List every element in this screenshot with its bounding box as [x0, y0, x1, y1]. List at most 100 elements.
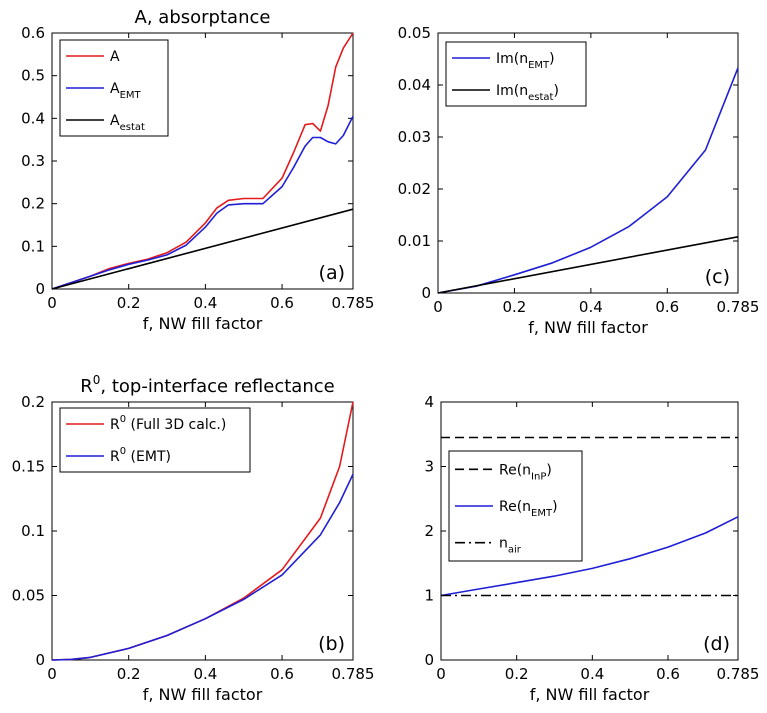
y-tick-label: 0.15: [12, 458, 45, 476]
x-tick-label: 0.4: [193, 294, 217, 312]
panel-label: (b): [318, 633, 345, 655]
y-tick-label: 0.2: [21, 195, 45, 213]
x-axis-label: f, NW fill factor: [143, 685, 263, 704]
x-tick-label: 0.6: [656, 665, 680, 683]
legend-label: AEMT: [110, 81, 142, 101]
legend-label: Re(nEMT): [499, 499, 558, 519]
x-tick-label: 0.2: [505, 665, 529, 683]
legend-label: nair: [499, 536, 522, 556]
x-tick-label: 0.785: [717, 665, 760, 683]
legend-label: Im(nEMT): [496, 51, 555, 71]
x-tick-label: 0: [47, 665, 57, 683]
x-axis-label: f, NW fill factor: [530, 685, 650, 704]
legend-label-tail: ): [552, 499, 557, 515]
y-tick-label: 0.1: [21, 522, 45, 540]
y-tick-label: 0: [35, 280, 45, 298]
series-line: [437, 67, 739, 294]
legend-label-sub: air: [508, 545, 522, 556]
x-tick-label: 0.4: [580, 665, 604, 683]
legend-label-sub: EMT: [528, 60, 550, 71]
y-tick-label: 0.5: [21, 67, 45, 85]
plot-area-frame: [437, 32, 739, 294]
x-tick-label: 0.2: [117, 294, 141, 312]
legend-label: R0 (Full 3D calc.): [110, 414, 226, 433]
x-tick-label: 0.2: [503, 298, 527, 316]
panel-label: (a): [319, 262, 345, 284]
legend-label-sup: 0: [120, 414, 126, 425]
chart-title-main: R: [80, 376, 93, 397]
series-line: [440, 516, 739, 597]
legend-label-main: A: [110, 49, 120, 65]
legend-label-tail: (Full 3D calc.): [126, 417, 226, 433]
legend-label: Re(nInP): [499, 462, 552, 482]
series-line: [437, 236, 739, 294]
legend-label-main: A: [110, 113, 120, 129]
legend-label-main: n: [499, 536, 508, 552]
y-tick-label: 0.05: [398, 24, 431, 42]
y-tick-label: 0.6: [21, 24, 45, 42]
chart-panel-d: 0 0.2 0.4 0.6 0.785 0 1 2 3 4 f, NW fill factor (d)…: [424, 393, 759, 704]
x-tick-label: 0.785: [332, 294, 375, 312]
y-tick-label: 0.4: [21, 109, 45, 127]
legend-label-sub: EMT: [120, 90, 142, 101]
series-line: [51, 32, 354, 290]
legend-label-tail: ): [549, 51, 554, 67]
y-tick-label: 1: [424, 587, 434, 605]
x-tick-label: 0: [433, 298, 443, 316]
x-tick-label: 0.785: [332, 665, 375, 683]
y-tick-label: 0: [421, 284, 431, 302]
chart-panel-c: 0 0.2 0.4 0.6 0.785 0 0.01 0.02 0.03 0.04 0.05 f, N…: [398, 24, 760, 337]
series-line: [51, 115, 354, 290]
x-tick-label: 0.2: [117, 665, 141, 683]
chart-title: A, absorptance: [135, 7, 271, 28]
chart-title-sup: 0: [93, 373, 101, 387]
legend-label-main: Im(n: [496, 51, 528, 67]
legend-label-sub: estat: [120, 122, 145, 133]
legend-label-tail: ): [546, 462, 551, 478]
legend-label: Im(nestat): [496, 83, 559, 103]
legend-label: Aestat: [110, 113, 145, 133]
legend-label-tail: ): [553, 83, 558, 99]
y-tick-label: 3: [424, 458, 434, 476]
series-line: [51, 473, 354, 661]
y-tick-label: 0: [35, 651, 45, 669]
x-axis-label: f, NW fill factor: [143, 314, 263, 333]
y-tick-label: 0.01: [398, 232, 431, 250]
legend-label-tail: (EMT): [126, 449, 171, 465]
y-tick-label: 0.3: [21, 152, 45, 170]
x-tick-label: 0.6: [270, 294, 294, 312]
x-tick-label: 0.785: [717, 298, 760, 316]
legend-label-main: Re(n: [499, 462, 531, 478]
legend-label-sub: InP: [531, 471, 546, 482]
chart-title: R0, top-interface reflectance: [80, 373, 334, 397]
y-tick-label: 2: [424, 522, 434, 540]
x-tick-label: 0: [436, 665, 446, 683]
legend-label-main: A: [110, 81, 120, 97]
x-tick-label: 0.6: [270, 665, 294, 683]
x-tick-label: 0.6: [655, 298, 679, 316]
legend-label-sub: EMT: [531, 508, 553, 519]
y-tick-label: 4: [424, 393, 434, 411]
chart-panel-a: 0 0.2 0.4 0.6 0.785 0 0.1 0.2 0.3 0.4 0.5 0.6 f, NW …: [21, 7, 374, 333]
y-tick-label: 0.2: [21, 393, 45, 411]
x-tick-label: 0.4: [193, 665, 217, 683]
x-tick-label: 0.4: [579, 298, 603, 316]
legend-label-main: Im(n: [496, 83, 528, 99]
legend-label-sup: 0: [120, 446, 126, 457]
legend-box: [445, 41, 587, 107]
legend-label-main: R: [110, 449, 120, 465]
y-tick-label: 0: [424, 651, 434, 669]
y-tick-label: 0.03: [398, 128, 431, 146]
legend-label: R0 (EMT): [110, 446, 171, 465]
panel-label: (d): [703, 633, 730, 655]
panel-label: (c): [705, 266, 730, 288]
x-axis-label: f, NW fill factor: [528, 318, 648, 337]
y-tick-label: 0.1: [21, 237, 45, 255]
legend-label-main: Re(n: [499, 499, 531, 515]
legend-label-sub: estat: [528, 92, 553, 103]
x-tick-label: 0: [47, 294, 57, 312]
y-tick-label: 0.04: [398, 76, 431, 94]
chart-title-main: A, absorptance: [135, 7, 271, 28]
